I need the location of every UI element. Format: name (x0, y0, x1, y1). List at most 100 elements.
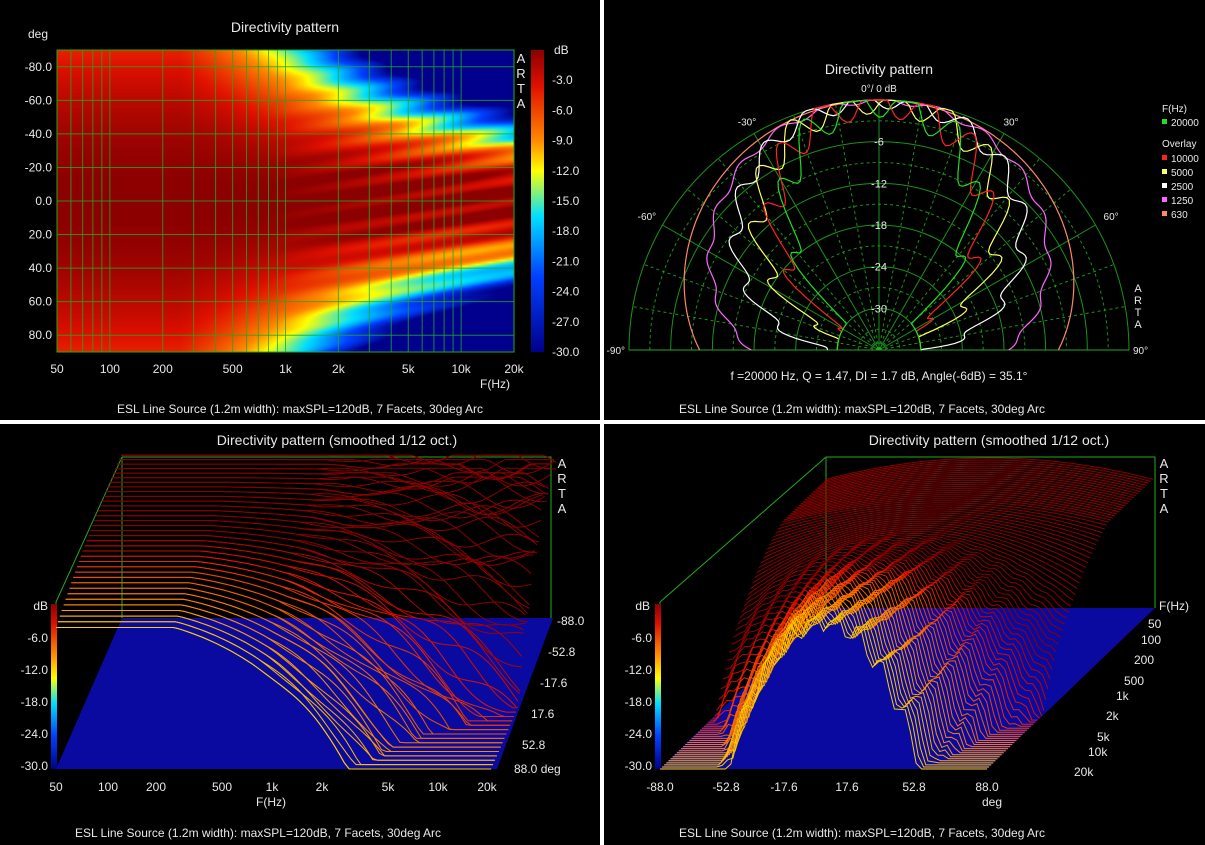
waterfall-freq-panel: Directivity pattern (smoothed 1/12 oct.)… (0, 424, 600, 845)
wf1-trace (96, 515, 532, 588)
heatmap-y-tick: 20.0 (29, 228, 53, 242)
wf1-trace (115, 467, 551, 487)
wf1-x-tick: 20k (477, 780, 497, 794)
wf1-x-tick: 200 (146, 780, 166, 794)
polar-curve-20000 (777, 99, 982, 350)
wf2-trace (783, 498, 1112, 521)
wf2-trace (790, 492, 1118, 515)
wf2-trace (750, 530, 1078, 590)
arta-letter: A (558, 501, 567, 516)
wf2-trace (762, 518, 1091, 559)
wf2-trace (752, 528, 1080, 584)
wf2-trace (695, 583, 1023, 735)
heatmap-colorbar-tick: -9.0 (552, 134, 573, 148)
wf2-trace (674, 603, 1002, 756)
polar-legend-item: 2500 (1171, 182, 1194, 193)
wf2-trace (779, 502, 1107, 526)
wf2-trace (802, 479, 1131, 503)
wf2-x-tick: -17.6 (770, 780, 798, 794)
wf1-zlabel: dB (33, 599, 48, 613)
wf1-z-tick: -6.0 (27, 631, 48, 645)
polar-angle-label: 60° (1104, 212, 1119, 223)
wf2-x-tick: 88.0 (975, 780, 999, 794)
wf2-depth-tick: 50 (1148, 617, 1162, 631)
wf1-trace (107, 485, 543, 516)
wf1-trace (92, 525, 528, 615)
legend-swatch (1162, 183, 1167, 188)
wf2-title: Directivity pattern (smoothed 1/12 oct.) (869, 432, 1109, 448)
wf1-trace (111, 476, 547, 495)
legend-swatch (1162, 197, 1167, 202)
wf1-trace (56, 627, 492, 770)
wf1-trace (98, 510, 534, 564)
wf1-trace (105, 491, 542, 528)
wf1-x-tick: 1k (266, 780, 280, 794)
wf2-trace (798, 484, 1126, 507)
heatmap-colorbar-tick: -21.0 (552, 254, 580, 268)
arta-letter: T (1160, 486, 1168, 501)
waterfall-angle-chart: Directivity pattern (smoothed 1/12 oct.)… (625, 432, 1189, 840)
arta-letter: R (557, 471, 566, 486)
wf2-trace (796, 485, 1124, 509)
wf2-depth-tick: 1k (1116, 689, 1130, 703)
wf2-z-tick: -24.0 (625, 727, 653, 741)
wf2-trace (823, 459, 1152, 482)
wf2-trace (660, 618, 987, 770)
wf1-x-tick: 500 (212, 780, 232, 794)
wf1-trace (92, 525, 528, 623)
polar-stats: f =20000 Hz, Q = 1.47, DI = 1.7 dB, Angl… (731, 369, 1028, 383)
wf1-trace (73, 576, 509, 731)
wf2-trace (815, 467, 1143, 490)
wf1-x-tick: 50 (49, 780, 63, 794)
heatmap-y-tick: 80.0 (29, 328, 53, 342)
wf2-trace (777, 504, 1105, 530)
wf2-trace (788, 494, 1116, 517)
wf2-depth-tick: 5k (1097, 730, 1111, 744)
wf2-depth-tick: 500 (1124, 674, 1144, 688)
arta-letter: R (1134, 295, 1142, 307)
wf1-caption: ESL Line Source (1.2m width): maxSPL=120… (75, 826, 441, 840)
arta-letter: A (1160, 456, 1169, 471)
arta-letter: T (1135, 307, 1142, 319)
wf2-trace (819, 463, 1147, 486)
heatmap-x-tick: 200 (153, 362, 173, 376)
wf2-ylabel: F(Hz) (1159, 599, 1189, 613)
heatmap-x-tick: 10k (451, 362, 471, 376)
polar-curve-10000 (763, 99, 995, 350)
wf2-trace (745, 534, 1074, 601)
polar-angle-label: 90° (1133, 346, 1148, 357)
arta-letter: A (1134, 283, 1142, 295)
polar-radial-label: -30 (871, 303, 887, 315)
wf1-trace (69, 587, 505, 739)
wf1-depth-tick: 52.8 (522, 738, 546, 752)
heatmap-y-tick: -60.0 (25, 93, 53, 107)
wf1-trace (80, 555, 517, 708)
wf2-x-tick: 17.6 (835, 780, 859, 794)
polar-legend-item: 630 (1171, 210, 1188, 221)
wf2-trace (800, 482, 1128, 505)
wf2-trace (756, 524, 1084, 574)
wf1-z-tick: -30.0 (21, 759, 49, 773)
polar-angle-label: -90° (607, 346, 625, 357)
wf2-trace (775, 506, 1103, 534)
arta-letter: A (1134, 319, 1142, 331)
wf2-trace (735, 545, 1063, 631)
polar-radial-label: -18 (871, 220, 887, 232)
wf1-z-tick: -24.0 (21, 727, 49, 741)
heatmap-y-tick: -20.0 (25, 160, 53, 174)
polar-angle-label: 0°/ 0 dB (861, 84, 897, 95)
wf2-trace (804, 477, 1133, 501)
wf2-depth-tick: 20k (1074, 765, 1094, 779)
wf2-z-tick: -12.0 (625, 663, 653, 677)
heatmap-y-tick: 60.0 (29, 295, 53, 309)
wf1-depth-tick: 88.0 deg (514, 762, 561, 776)
wf1-trace (101, 500, 538, 546)
wf2-caption: ESL Line Source (1.2m width): maxSPL=120… (679, 826, 1045, 840)
wf1-depth-tick: -17.6 (540, 676, 568, 690)
wf2-z-tick: -6.0 (631, 631, 652, 645)
wf2-trace (704, 575, 1032, 727)
arta-letter: A (558, 456, 567, 471)
polar-angle-label: -60° (638, 212, 656, 223)
polar-legend-item: 20000 (1171, 118, 1199, 129)
